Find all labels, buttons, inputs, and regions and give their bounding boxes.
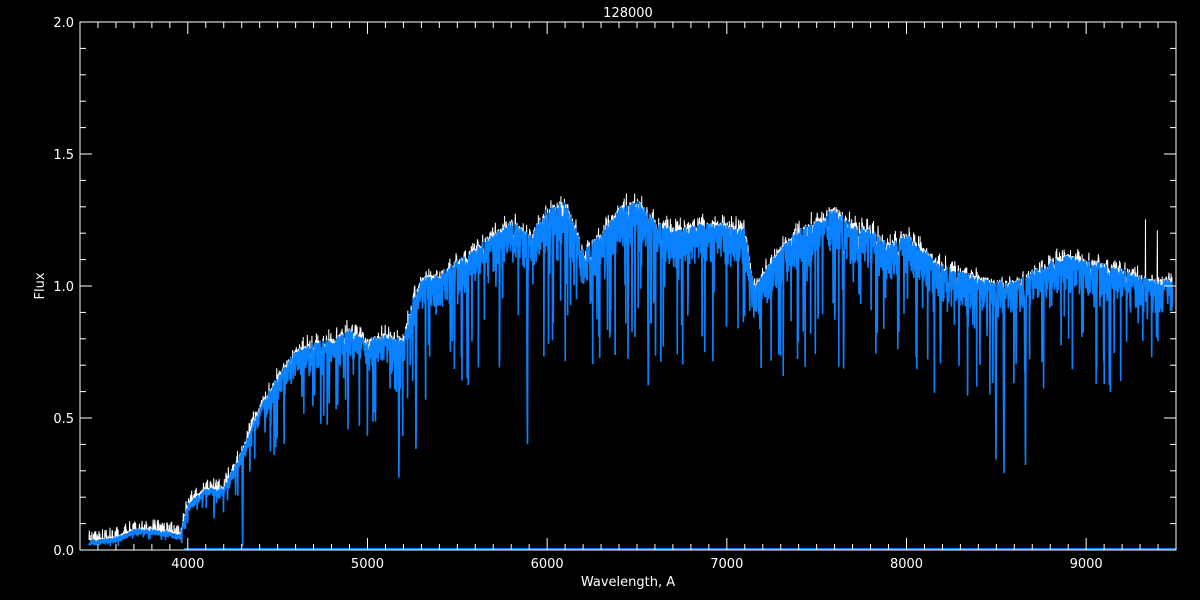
- y-tick-label: 0.0: [53, 544, 74, 559]
- chart-title: 128000: [603, 6, 653, 21]
- ticks-layer: 4000 5000 6000 7000 8000 9000 0.0 0.5 1.0 1.5 2.0: [53, 16, 1177, 572]
- x-tick-label: 6000: [531, 557, 564, 572]
- series-line-blue: [88, 200, 1174, 547]
- series-layer: [88, 193, 1176, 550]
- series-line-white: [88, 193, 1173, 543]
- x-tick-label: 7000: [710, 557, 743, 572]
- y-axis-label: Flux: [33, 272, 48, 299]
- y-tick-label: 1.5: [53, 148, 74, 163]
- x-tick-label: 8000: [890, 557, 923, 572]
- x-tick-label: 5000: [351, 557, 384, 572]
- x-axis-label: Wavelength, A: [581, 575, 675, 590]
- y-tick-label: 0.5: [53, 412, 74, 427]
- y-tick-label: 2.0: [53, 16, 74, 31]
- x-tick-label: 4000: [171, 557, 204, 572]
- x-tick-label: 9000: [1070, 557, 1103, 572]
- y-tick-label: 1.0: [53, 280, 74, 295]
